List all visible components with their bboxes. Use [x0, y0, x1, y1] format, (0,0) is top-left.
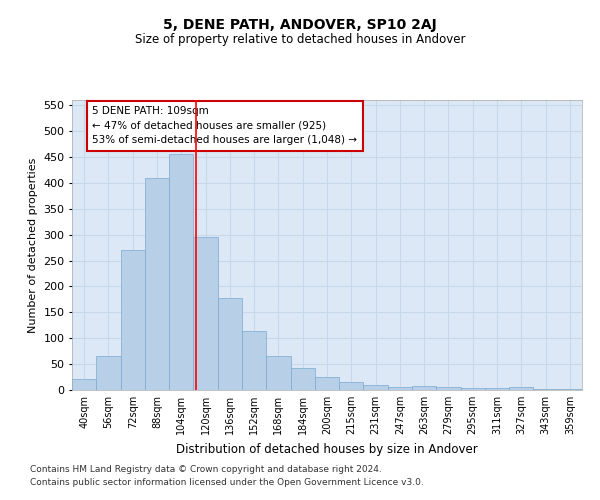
- Bar: [315, 377, 339, 390]
- X-axis label: Distribution of detached houses by size in Andover: Distribution of detached houses by size …: [176, 442, 478, 456]
- Bar: [339, 382, 364, 390]
- Text: 5, DENE PATH, ANDOVER, SP10 2AJ: 5, DENE PATH, ANDOVER, SP10 2AJ: [163, 18, 437, 32]
- Bar: [461, 388, 485, 390]
- Bar: [533, 389, 558, 390]
- Bar: [121, 250, 145, 390]
- Text: Contains public sector information licensed under the Open Government Licence v3: Contains public sector information licen…: [30, 478, 424, 487]
- Bar: [169, 154, 193, 390]
- Bar: [388, 387, 412, 390]
- Bar: [242, 332, 266, 390]
- Bar: [96, 356, 121, 390]
- Bar: [485, 388, 509, 390]
- Bar: [218, 298, 242, 390]
- Bar: [290, 368, 315, 390]
- Bar: [266, 356, 290, 390]
- Text: Contains HM Land Registry data © Crown copyright and database right 2024.: Contains HM Land Registry data © Crown c…: [30, 466, 382, 474]
- Bar: [364, 385, 388, 390]
- Bar: [436, 388, 461, 390]
- Bar: [145, 178, 169, 390]
- Text: Size of property relative to detached houses in Andover: Size of property relative to detached ho…: [135, 32, 465, 46]
- Bar: [509, 388, 533, 390]
- Bar: [412, 386, 436, 390]
- Bar: [193, 237, 218, 390]
- Y-axis label: Number of detached properties: Number of detached properties: [28, 158, 38, 332]
- Bar: [558, 389, 582, 390]
- Bar: [72, 378, 96, 390]
- Text: 5 DENE PATH: 109sqm
← 47% of detached houses are smaller (925)
53% of semi-detac: 5 DENE PATH: 109sqm ← 47% of detached ho…: [92, 106, 358, 146]
